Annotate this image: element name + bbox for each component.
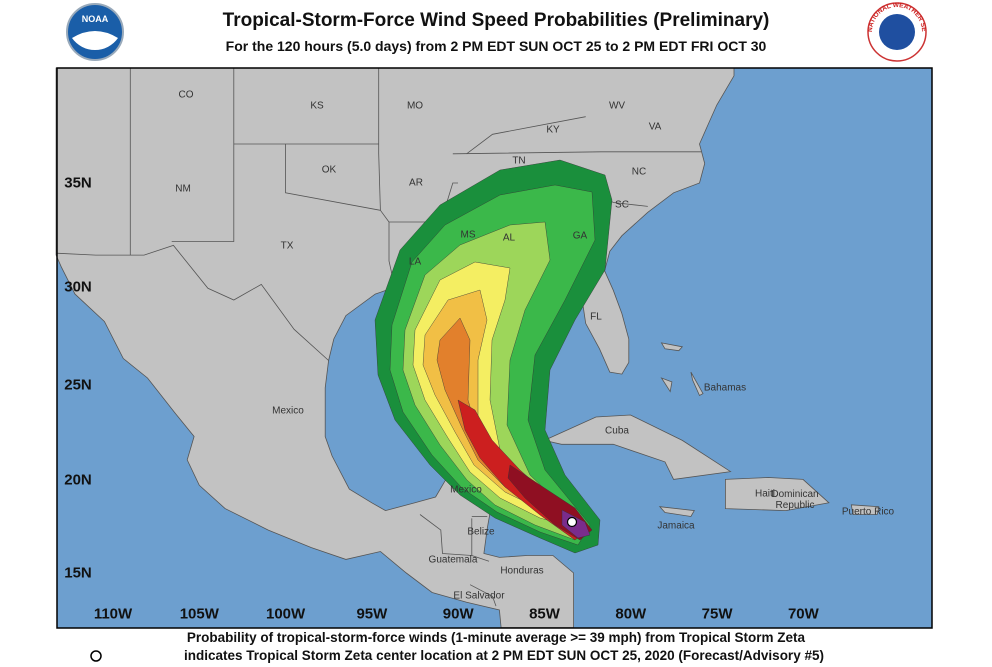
place-label: GA — [572, 230, 588, 242]
island — [658, 506, 695, 517]
lon-label: 85W — [529, 605, 560, 623]
place-label: WV — [608, 100, 626, 112]
island — [543, 414, 732, 480]
lat-label: 20N — [64, 471, 92, 489]
place-label: NC — [631, 166, 647, 178]
lat-label: 25N — [64, 376, 92, 394]
lon-label: 110W — [93, 605, 133, 623]
lon-label: 100W — [266, 605, 306, 623]
place-label: OK — [321, 164, 337, 176]
place-label: NM — [175, 183, 191, 195]
place-label: VA — [648, 121, 662, 133]
place-label: LA — [408, 256, 422, 268]
place-label: TX — [280, 240, 294, 252]
place-label: Mexico — [272, 405, 304, 417]
place-label: KY — [546, 124, 560, 136]
place-label: Belize — [467, 526, 495, 538]
map-frame — [56, 67, 933, 629]
lat-label: 35N — [64, 174, 92, 192]
place-label: SC — [615, 199, 629, 211]
border — [419, 514, 473, 556]
place-label: Honduras — [500, 565, 544, 577]
place-label: FL — [590, 311, 602, 323]
noaa-gull — [72, 31, 118, 51]
border — [171, 68, 235, 242]
place-label: Mexico — [450, 484, 482, 496]
island — [850, 504, 880, 515]
footer-line2: indicates Tropical Storm Zeta center loc… — [184, 648, 824, 663]
subtitle: For the 120 hours (5.0 days) from 2 PM E… — [225, 38, 767, 54]
center-symbol — [90, 650, 102, 662]
lon-label: 105W — [179, 605, 219, 623]
border — [469, 584, 497, 607]
place-label: KS — [310, 100, 324, 112]
place-label: Jamaica — [657, 520, 695, 532]
place-label: Bahamas — [703, 382, 747, 394]
island — [660, 377, 673, 393]
noaa-logo-text: NOAA — [82, 14, 109, 24]
island — [690, 371, 704, 397]
title: Tropical-Storm-Force Wind Speed Probabil… — [222, 10, 770, 31]
lon-label: 90W — [442, 605, 474, 623]
place-label: CO — [178, 89, 194, 101]
border — [56, 244, 329, 361]
place-label: Haiti — [754, 488, 776, 500]
nws-logo-center — [879, 14, 915, 50]
place-label: MS — [460, 229, 476, 241]
place-label: Dominican Republic — [771, 489, 819, 511]
border — [466, 116, 586, 155]
probability-contours — [374, 159, 613, 554]
place-label: AR — [409, 177, 423, 189]
footer-line1: Probability of tropical-storm-force wind… — [186, 630, 806, 645]
island — [660, 342, 684, 352]
border — [452, 151, 702, 155]
lat-label: 15N — [64, 564, 92, 582]
place-label: Puerto Rico — [841, 506, 895, 518]
place-label: El Salvador — [453, 590, 505, 602]
island — [725, 477, 830, 512]
border — [285, 144, 381, 211]
border — [378, 68, 395, 285]
place-label: Guatemala — [428, 554, 478, 566]
lon-label: 75W — [701, 605, 733, 623]
storm-center — [566, 516, 578, 528]
lat-label: 30N — [64, 278, 92, 296]
place-label: TN — [512, 155, 526, 167]
place-label: AL — [502, 232, 516, 244]
place-label: MO — [406, 100, 424, 112]
lon-label: 70W — [787, 605, 819, 623]
border — [471, 555, 490, 562]
lon-label: 95W — [356, 605, 388, 623]
lon-label: 80W — [615, 605, 647, 623]
place-label: Cuba — [605, 425, 629, 437]
